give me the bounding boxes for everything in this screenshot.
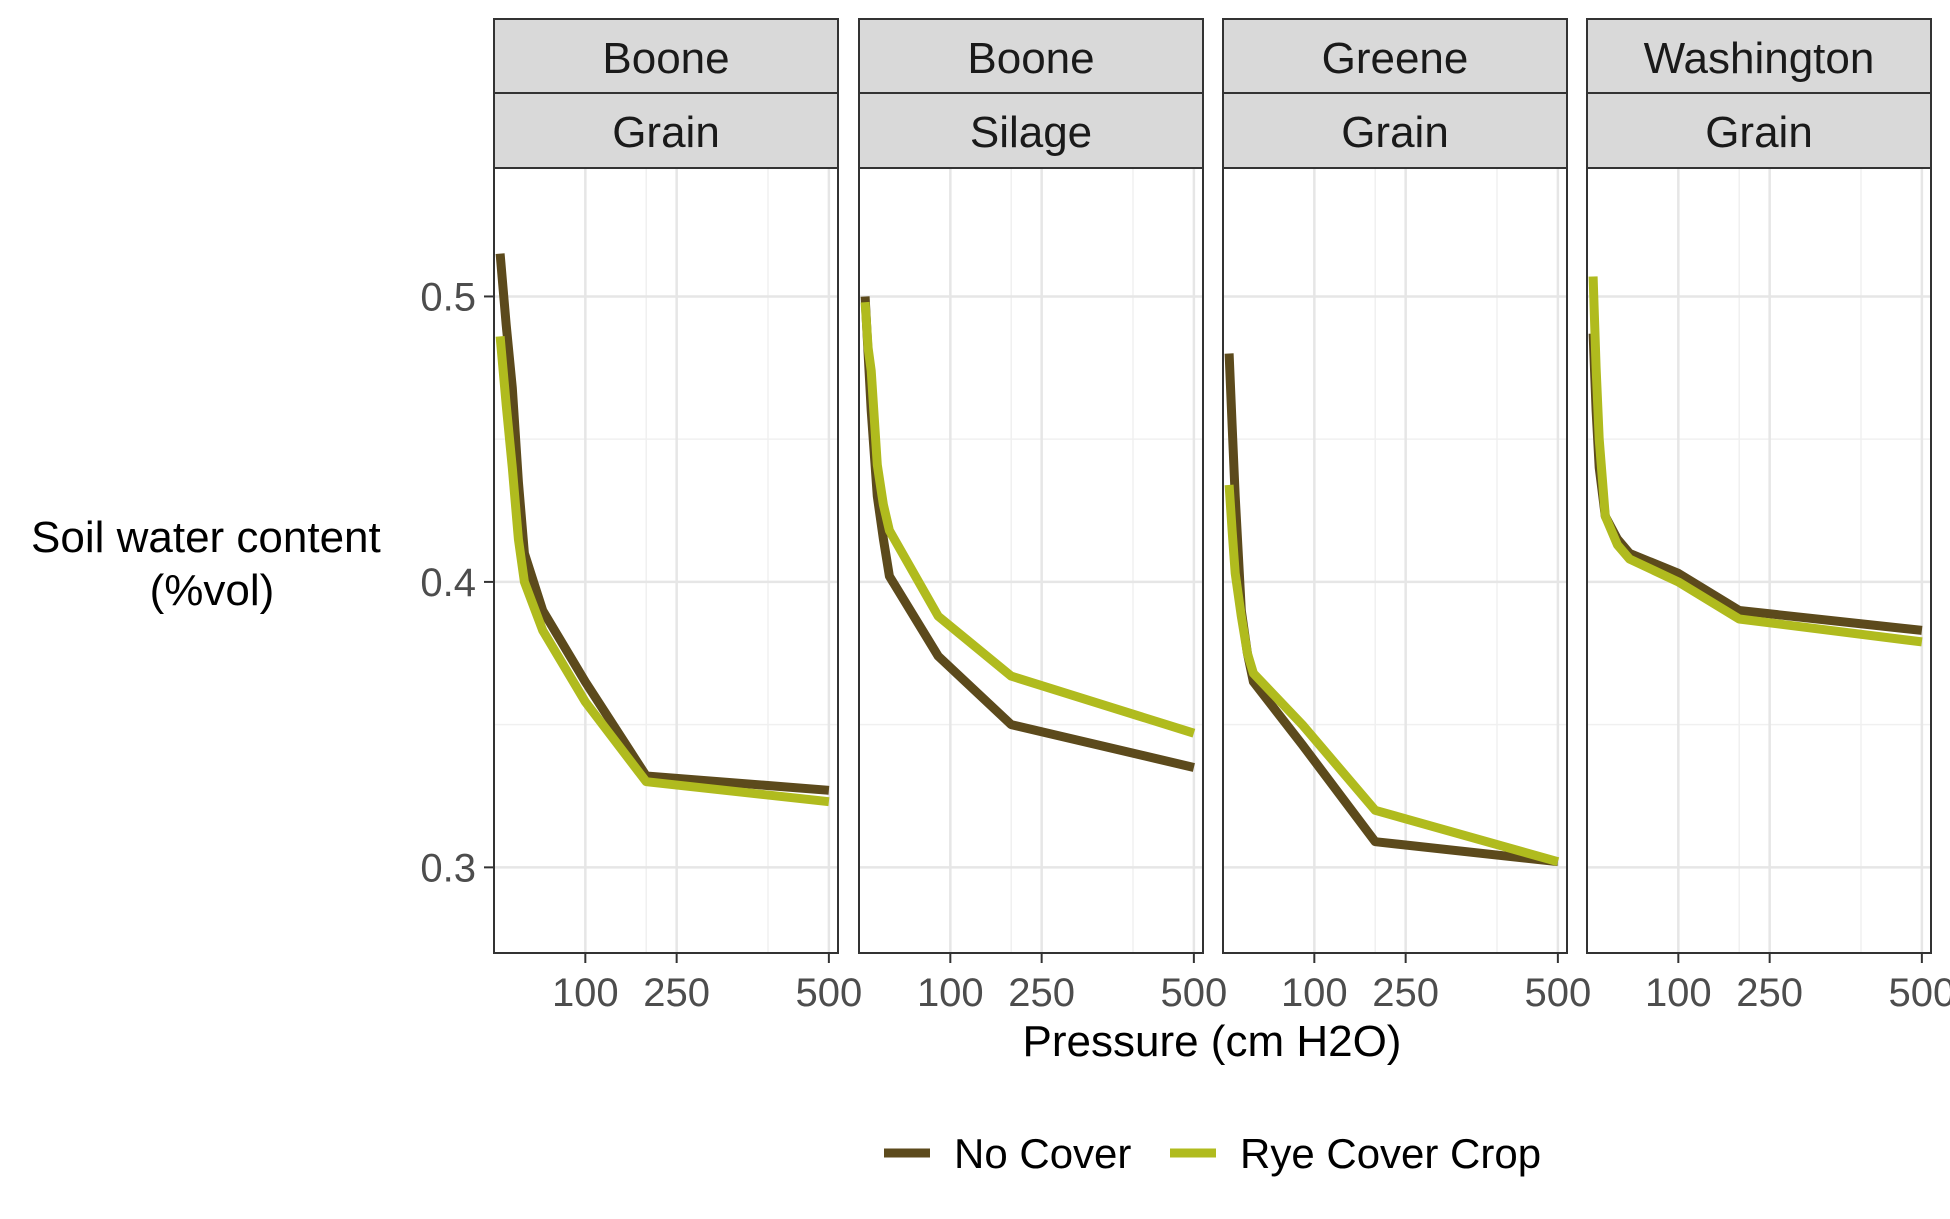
facet-strip-bottom	[493, 92, 839, 169]
y-tick-label: 0.4	[420, 561, 476, 605]
panel-border	[493, 167, 839, 954]
facet-label-top: Washington	[1644, 34, 1875, 83]
facet-strip-bottom	[1586, 92, 1932, 169]
x-tick-label: 250	[1736, 971, 1803, 1015]
y-axis: 0.3 0.4 0.5	[420, 275, 494, 890]
y-axis-title-line-2: (%vol)	[150, 566, 275, 615]
series-line-rye-cover-crop	[495, 336, 830, 807]
series-line-rye-cover-crop	[1224, 484, 1560, 867]
facet-strip-bottom	[1222, 92, 1568, 169]
facet-panel: Boone Silage 100 250 500	[858, 18, 1227, 1015]
x-tick-label: 500	[1524, 971, 1591, 1015]
x-tick-label: 250	[1008, 971, 1075, 1015]
x-tick-label: 500	[1888, 971, 1950, 1015]
series-line-rye-cover-crop	[860, 301, 1196, 738]
facet-strip-top	[1222, 18, 1568, 94]
facet-strip-top	[1586, 18, 1932, 94]
y-tick-label: 0.5	[420, 275, 476, 319]
facet-strip-top	[858, 18, 1204, 94]
x-tick-label: 100	[1645, 971, 1712, 1015]
facet-label-top: Greene	[1322, 34, 1469, 83]
facet-panel: Boone Grain 100 250 500	[493, 18, 862, 1015]
facet-strip-top	[493, 18, 839, 94]
x-tick-label: 500	[1160, 971, 1227, 1015]
facet-panel: Greene Grain 100 250 500	[1222, 18, 1591, 1015]
legend-item-no-cover: No Cover	[884, 1130, 1131, 1177]
legend: No Cover Rye Cover Crop	[884, 1130, 1541, 1177]
x-tick-label: 250	[1372, 971, 1439, 1015]
legend-item-rye-cover-crop: Rye Cover Crop	[1170, 1130, 1541, 1177]
x-tick-label: 100	[917, 971, 984, 1015]
x-tick-label: 100	[1281, 971, 1348, 1015]
facet-label-bottom: Grain	[612, 108, 720, 157]
facet-label-bottom: Grain	[1705, 108, 1813, 157]
x-axis-title: Pressure (cm H2O)	[1023, 1017, 1402, 1066]
facet-label-bottom: Silage	[970, 108, 1092, 157]
panel-border	[1586, 167, 1932, 954]
panel-background	[1223, 168, 1567, 953]
x-tick-label: 250	[643, 971, 710, 1015]
series-line-rye-cover-crop	[1588, 276, 1923, 647]
facet-label-top: Boone	[602, 34, 729, 83]
panel-border	[1222, 167, 1568, 954]
y-tick-label: 0.3	[420, 846, 476, 890]
x-tick-label: 100	[552, 971, 619, 1015]
panel-background	[859, 168, 1203, 953]
legend-label: Rye Cover Crop	[1240, 1130, 1541, 1177]
legend-label: No Cover	[954, 1130, 1131, 1177]
panel-background	[494, 168, 838, 953]
facet-label-bottom: Grain	[1341, 108, 1449, 157]
x-tick-label: 500	[795, 971, 862, 1015]
facet-panel: Washington Grain 100 250 500	[1586, 18, 1950, 1015]
facet-label-top: Boone	[967, 34, 1094, 83]
y-axis-title: Soil water content (%vol)	[31, 513, 393, 615]
panel-border	[858, 167, 1204, 954]
y-axis-title-line-1: Soil water content	[31, 513, 381, 562]
